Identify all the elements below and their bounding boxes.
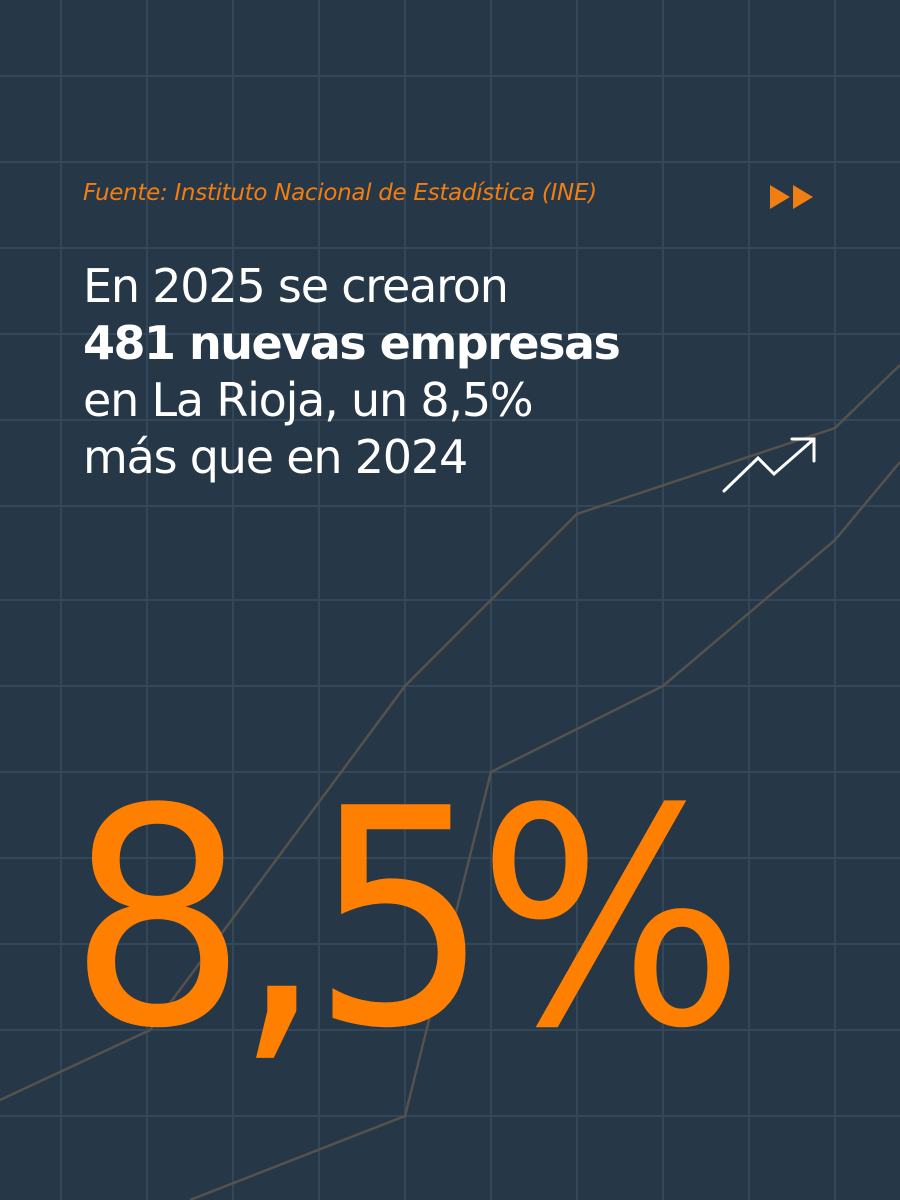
headline-line-4: más que en 2024: [83, 430, 468, 484]
fast-forward-icon: [770, 185, 813, 209]
headline: En 2025 se crearon 481 nuevas empresas e…: [83, 258, 723, 486]
trend-up-arrow-icon: [722, 437, 816, 493]
source-citation: Fuente: Instituto Nacional de Estadístic…: [83, 180, 597, 206]
headline-line-1: En 2025 se crearon: [83, 259, 509, 313]
headline-highlight: 481 nuevas empresas: [83, 316, 621, 370]
headline-line-3: en La Rioja, un 8,5%: [83, 373, 534, 427]
big-percentage-value: 8,5%: [68, 745, 745, 1094]
